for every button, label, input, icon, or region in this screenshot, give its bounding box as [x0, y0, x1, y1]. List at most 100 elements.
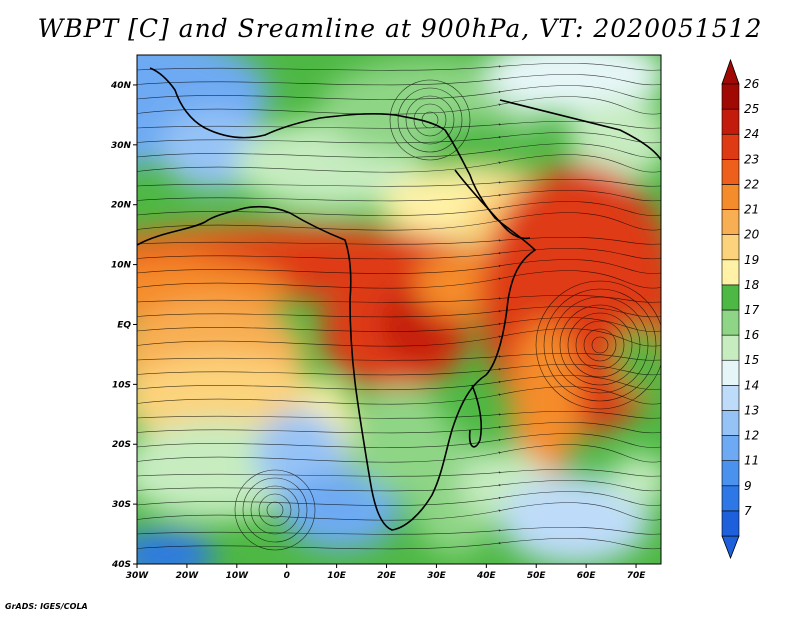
streamline-vortex: [421, 111, 439, 129]
streamline: [137, 444, 661, 463]
streamline: [137, 317, 661, 332]
streamline: [137, 375, 661, 390]
colorbar-label: 15: [744, 353, 759, 367]
lon-tick-label: 10W: [226, 571, 250, 581]
plot-area: [137, 55, 661, 564]
streamline-vortex: [242, 477, 308, 543]
streamline-vortex: [543, 288, 657, 402]
streamline-vortex: [397, 87, 463, 153]
streamline: [137, 212, 661, 231]
streamline-vortex: [551, 296, 649, 394]
colorbar-swatch: [721, 284, 740, 311]
colorbar-label: 23: [744, 152, 759, 166]
streamline: [137, 201, 661, 216]
lon-tick-label: 0: [284, 571, 290, 581]
lon-tick-label: 30W: [126, 571, 150, 581]
streamline: [137, 468, 661, 477]
streamline: [137, 352, 661, 361]
colorbar-bottom-arrow: [721, 535, 740, 560]
colorbar-swatch: [721, 309, 740, 336]
streamline: [137, 120, 661, 129]
colorbar-label: 9: [744, 479, 752, 493]
streamline: [137, 85, 661, 100]
streamline-vortex: [567, 312, 633, 378]
lat-tick-label: 10S: [112, 380, 131, 390]
colorbar-label: 17: [744, 303, 760, 317]
lat-tick-label: 30N: [111, 141, 132, 151]
colorbar-swatch: [721, 184, 740, 210]
field-patch: [480, 165, 661, 435]
streamline: [137, 248, 661, 260]
streamline: [137, 236, 661, 245]
streamline: [137, 270, 661, 289]
streamline-vortex: [258, 493, 292, 527]
streamline: [137, 154, 661, 173]
colorbar-label: 26: [744, 77, 760, 91]
colorbar-swatch: [721, 108, 740, 135]
streamline-vortex: [575, 320, 625, 370]
colorbar: 7 9 11 12 13 14 15 16 17 18 19 20 21 22 23 24 25 26: [721, 58, 760, 560]
colorbar-label: 20: [744, 228, 760, 242]
colorbar-swatch: [721, 83, 740, 110]
colorbar-top-arrow: [721, 58, 740, 85]
field-patch: [485, 55, 661, 115]
streamline: [137, 422, 661, 434]
streamline: [137, 433, 661, 448]
colorbar-label: 11: [744, 454, 759, 468]
field-patch: [615, 325, 661, 395]
field-patch: [280, 470, 400, 550]
streamline-vortex: [234, 469, 316, 551]
longitude-axis: 30W 20W 10W 0 10E 20E 30E 40E 50E 60E 70E: [126, 564, 646, 581]
colorbar-label: 22: [744, 177, 759, 191]
lat-tick-label: 40S: [111, 560, 131, 570]
colorbar-label: 19: [744, 253, 759, 267]
colorbar-label: 7: [744, 504, 752, 518]
streamline: [137, 538, 661, 550]
lat-tick-label: 20N: [111, 201, 132, 211]
wbpt-field: [137, 55, 661, 564]
streamline: [137, 526, 661, 535]
lat-tick-label: EQ: [117, 320, 131, 330]
streamline: [137, 364, 661, 376]
streamline: [137, 491, 661, 506]
colorbar-swatch: [721, 359, 740, 386]
lon-tick-label: 40E: [476, 571, 497, 581]
lon-tick-label: 70E: [627, 571, 647, 581]
colorbar-swatch: [721, 460, 740, 487]
streamline-vortex: [583, 328, 617, 362]
field-patch: [137, 530, 215, 564]
streamline: [137, 386, 661, 405]
streamline: [137, 62, 661, 71]
colorbar-swatch: [721, 259, 740, 286]
streamline-vortex: [405, 95, 455, 145]
colorbar-label: 25: [744, 102, 759, 116]
streamline: [137, 132, 661, 144]
streamline: [137, 328, 661, 347]
lat-tick-label: 20S: [112, 440, 131, 450]
colorbar-label: 16: [744, 328, 760, 342]
colorbar-swatch: [721, 485, 740, 512]
streamlines: [137, 62, 661, 551]
lon-tick-label: 30E: [427, 571, 447, 581]
streamline: [137, 502, 661, 521]
field-patch: [500, 475, 650, 564]
colorbar-label: 24: [744, 127, 759, 141]
lon-tick-label: 50E: [527, 571, 547, 581]
streamline-vortex: [266, 501, 284, 519]
plot-frame: [136, 54, 662, 565]
streamline: [137, 143, 661, 158]
streamline: [137, 178, 661, 187]
colorbar-swatch: [721, 209, 740, 235]
credit-text: GrADS: IGES/COLA: [5, 602, 88, 611]
colorbar-label: 18: [744, 278, 760, 292]
colorbar-swatch: [721, 435, 740, 461]
colorbar-swatch: [721, 334, 740, 361]
colorbar-swatch: [721, 510, 740, 537]
streamline-vortex: [413, 103, 447, 137]
colorbar-label: 21: [744, 203, 759, 217]
streamline-vortex: [559, 304, 641, 386]
streamline: [137, 294, 661, 303]
field-patch: [610, 455, 661, 505]
streamline-vortex: [591, 336, 609, 354]
